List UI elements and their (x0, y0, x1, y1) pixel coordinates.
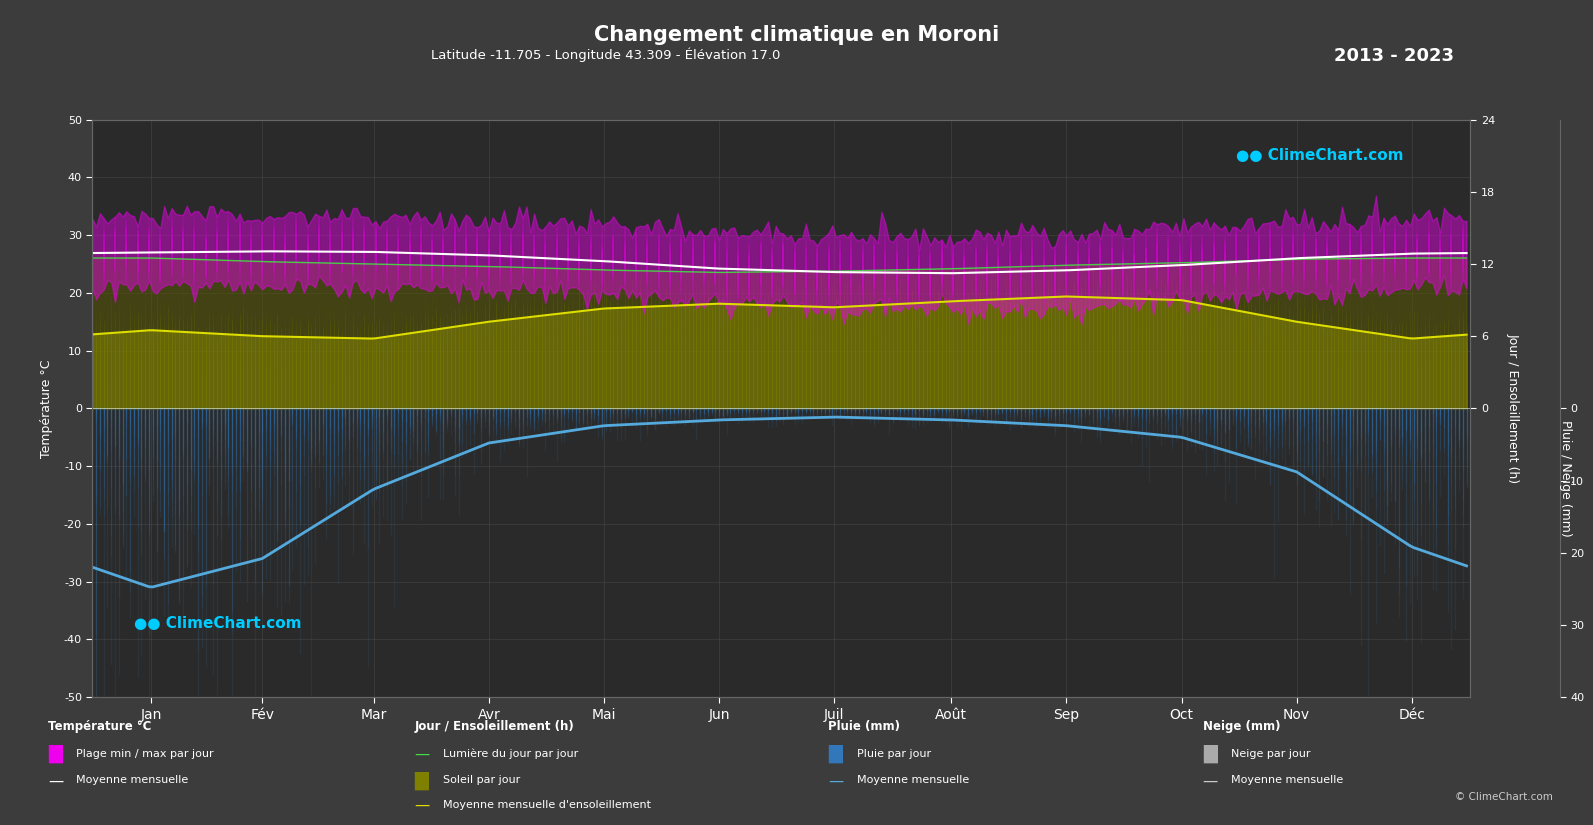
Text: Température °C: Température °C (48, 720, 151, 733)
Text: ●● ClimeChart.com: ●● ClimeChart.com (1236, 148, 1403, 163)
Text: Neige (mm): Neige (mm) (1203, 720, 1281, 733)
Text: Pluie par jour: Pluie par jour (857, 748, 932, 758)
Text: Moyenne mensuelle: Moyenne mensuelle (1231, 775, 1343, 785)
Text: —: — (414, 798, 430, 813)
Y-axis label: Jour / Ensoleillement (h): Jour / Ensoleillement (h) (1507, 333, 1520, 483)
Text: Pluie (mm): Pluie (mm) (828, 720, 900, 733)
Text: Moyenne mensuelle d'ensoleillement: Moyenne mensuelle d'ensoleillement (443, 799, 652, 809)
Text: —: — (414, 747, 430, 762)
Text: Lumière du jour par jour: Lumière du jour par jour (443, 748, 578, 758)
Text: Moyenne mensuelle: Moyenne mensuelle (76, 775, 188, 785)
Text: —: — (48, 773, 64, 789)
Text: Soleil par jour: Soleil par jour (443, 775, 519, 785)
Text: —: — (1203, 773, 1219, 789)
Text: © ClimeChart.com: © ClimeChart.com (1456, 792, 1553, 802)
Text: ●● ClimeChart.com: ●● ClimeChart.com (134, 615, 301, 631)
Text: █: █ (1203, 745, 1217, 763)
Text: Latitude -11.705 - Longitude 43.309 - Élévation 17.0: Latitude -11.705 - Longitude 43.309 - Él… (430, 48, 781, 63)
Text: █: █ (414, 771, 429, 790)
Text: Jour / Ensoleillement (h): Jour / Ensoleillement (h) (414, 720, 573, 733)
Text: Moyenne mensuelle: Moyenne mensuelle (857, 775, 969, 785)
Text: Neige par jour: Neige par jour (1231, 748, 1311, 758)
Text: █: █ (48, 745, 62, 763)
Y-axis label: Température °C: Température °C (40, 359, 53, 458)
Text: —: — (828, 773, 844, 789)
Text: █: █ (828, 745, 843, 763)
Text: Changement climatique en Moroni: Changement climatique en Moroni (594, 25, 999, 45)
Text: 2013 - 2023: 2013 - 2023 (1333, 47, 1454, 65)
Text: Plage min / max par jour: Plage min / max par jour (76, 748, 213, 758)
Text: Pluie / Neige (mm): Pluie / Neige (mm) (1560, 420, 1572, 537)
